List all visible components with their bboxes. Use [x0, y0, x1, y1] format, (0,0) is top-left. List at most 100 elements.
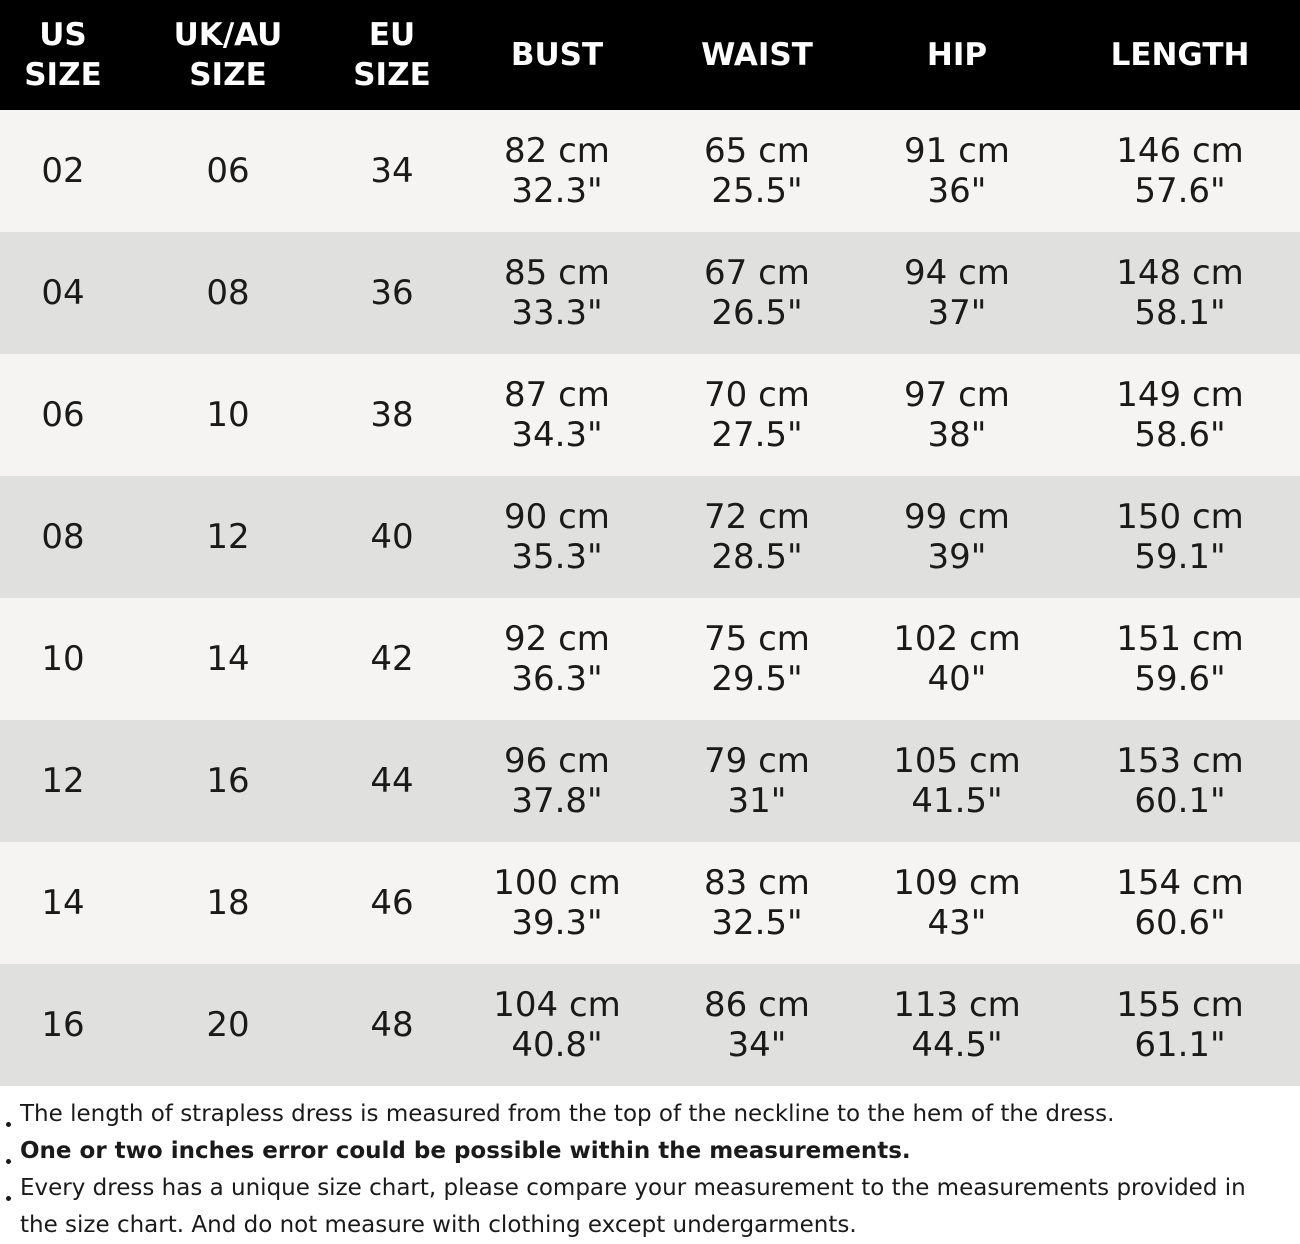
waist-cell: 79 cm 31"	[660, 720, 854, 842]
waist-cell-inches: 26.5"	[711, 293, 803, 333]
header-bust-label: BUST	[510, 37, 604, 73]
length-cell: 146 cm 57.6"	[1060, 110, 1300, 232]
uk-au-size-cell: 18	[206, 883, 250, 923]
length-cell-cm: 154 cm	[1116, 863, 1244, 903]
hip-cell-cm: 99 cm	[904, 497, 1010, 537]
waist-cell-cm: 86 cm	[704, 985, 810, 1025]
header-eu-size-line1: EU	[368, 17, 416, 53]
bust-cell-inches: 33.3"	[511, 293, 603, 333]
table-row: 12 16 44 96 cm 37.8" 79 cm 31" 105 cm 41.5" 153 c…	[0, 720, 1300, 842]
hip-cell-inches: 41.5"	[911, 781, 1003, 821]
us-size-cell: 02	[41, 151, 85, 191]
header-eu-size: EU SIZE	[330, 0, 454, 110]
waist-cell-inches: 31"	[727, 781, 787, 821]
length-cell-cm: 155 cm	[1116, 985, 1244, 1025]
header-length: LENGTH	[1060, 0, 1300, 110]
note-item: Every dress has a unique size chart, ple…	[0, 1170, 1290, 1244]
us-size-cell: 04	[41, 273, 85, 313]
waist-cell: 86 cm 34"	[660, 964, 854, 1086]
uk-au-size-cell: 10	[206, 395, 250, 435]
waist-cell-cm: 83 cm	[704, 863, 810, 903]
hip-cell-cm: 94 cm	[904, 253, 1010, 293]
table-row: 06 10 38 87 cm 34.3" 70 cm 27.5" 97 cm 38" 149 cm…	[0, 354, 1300, 476]
table-row: 10 14 42 92 cm 36.3" 75 cm 29.5" 102 cm 40" 151 c…	[0, 598, 1300, 720]
bust-cell-cm: 104 cm	[493, 985, 621, 1025]
eu-size-cell: 46	[370, 883, 414, 923]
length-cell: 149 cm 58.6"	[1060, 354, 1300, 476]
header-uk-au-size: UK/AU SIZE	[126, 0, 330, 110]
us-size-cell: 10	[41, 639, 85, 679]
length-cell: 154 cm 60.6"	[1060, 842, 1300, 964]
header-waist: WAIST	[660, 0, 854, 110]
waist-cell: 83 cm 32.5"	[660, 842, 854, 964]
length-cell-cm: 153 cm	[1116, 741, 1244, 781]
waist-cell-inches: 28.5"	[711, 537, 803, 577]
table-row: 16 20 48 104 cm 40.8" 86 cm 34" 113 cm 44.5" 155 …	[0, 964, 1300, 1086]
uk-au-size-cell: 16	[206, 761, 250, 801]
bust-cell-cm: 90 cm	[504, 497, 610, 537]
hip-cell: 102 cm 40"	[854, 598, 1060, 720]
bust-cell: 90 cm 35.3"	[454, 476, 660, 598]
hip-cell-inches: 36"	[927, 171, 987, 211]
table-row: 14 18 46 100 cm 39.3" 83 cm 32.5" 109 cm 43" 154 …	[0, 842, 1300, 964]
hip-cell-inches: 37"	[927, 293, 987, 333]
bust-cell-inches: 39.3"	[511, 903, 603, 943]
eu-size-cell: 44	[370, 761, 414, 801]
table-body: 02 06 34 82 cm 32.3" 65 cm 25.5" 91 cm 36" 146 cm…	[0, 110, 1300, 1086]
bust-cell-cm: 100 cm	[493, 863, 621, 903]
waist-cell: 65 cm 25.5"	[660, 110, 854, 232]
header-waist-label: WAIST	[701, 37, 813, 73]
size-chart-table: US SIZE UK/AU SIZE EU SIZE BUST WAIST HI…	[0, 0, 1300, 1086]
header-eu-size-line2: SIZE	[353, 57, 431, 93]
length-cell-inches: 60.6"	[1134, 903, 1226, 943]
waist-cell: 72 cm 28.5"	[660, 476, 854, 598]
bust-cell: 85 cm 33.3"	[454, 232, 660, 354]
hip-cell-inches: 39"	[927, 537, 987, 577]
header-hip: HIP	[854, 0, 1060, 110]
length-cell: 151 cm 59.6"	[1060, 598, 1300, 720]
waist-cell: 75 cm 29.5"	[660, 598, 854, 720]
table-row: 02 06 34 82 cm 32.3" 65 cm 25.5" 91 cm 36" 146 cm…	[0, 110, 1300, 232]
note-item: The length of strapless dress is measure…	[0, 1096, 1290, 1133]
waist-cell-inches: 34"	[727, 1025, 787, 1065]
eu-size-cell: 38	[370, 395, 414, 435]
bust-cell-inches: 36.3"	[511, 659, 603, 699]
hip-cell-inches: 43"	[927, 903, 987, 943]
us-size-cell: 12	[41, 761, 85, 801]
uk-au-size-cell: 14	[206, 639, 250, 679]
bust-cell-inches: 34.3"	[511, 415, 603, 455]
eu-size-cell: 36	[370, 273, 414, 313]
measurement-notes: The length of strapless dress is measure…	[0, 1096, 1290, 1244]
hip-cell: 97 cm 38"	[854, 354, 1060, 476]
header-hip-label: HIP	[926, 37, 988, 73]
hip-cell-inches: 38"	[927, 415, 987, 455]
header-us-size-line1: US	[39, 17, 87, 53]
bust-cell: 82 cm 32.3"	[454, 110, 660, 232]
hip-cell: 99 cm 39"	[854, 476, 1060, 598]
bust-cell-inches: 40.8"	[511, 1025, 603, 1065]
eu-size-cell: 40	[370, 517, 414, 557]
bust-cell-inches: 35.3"	[511, 537, 603, 577]
header-uk-au-size-line1: UK/AU	[173, 17, 283, 53]
hip-cell-cm: 97 cm	[904, 375, 1010, 415]
us-size-cell: 14	[41, 883, 85, 923]
header-length-label: LENGTH	[1110, 37, 1250, 73]
bust-cell-cm: 85 cm	[504, 253, 610, 293]
header-uk-au-size-line2: SIZE	[189, 57, 267, 93]
bust-cell: 87 cm 34.3"	[454, 354, 660, 476]
length-cell-inches: 60.1"	[1134, 781, 1226, 821]
length-cell-cm: 148 cm	[1116, 253, 1244, 293]
table-row: 04 08 36 85 cm 33.3" 67 cm 26.5" 94 cm 37" 148 cm…	[0, 232, 1300, 354]
hip-cell: 113 cm 44.5"	[854, 964, 1060, 1086]
waist-cell-cm: 79 cm	[704, 741, 810, 781]
bust-cell-inches: 32.3"	[511, 171, 603, 211]
hip-cell-inches: 40"	[927, 659, 987, 699]
table-row: 08 12 40 90 cm 35.3" 72 cm 28.5" 99 cm 39" 150 cm…	[0, 476, 1300, 598]
bust-cell-inches: 37.8"	[511, 781, 603, 821]
waist-cell-cm: 67 cm	[704, 253, 810, 293]
bust-cell-cm: 87 cm	[504, 375, 610, 415]
uk-au-size-cell: 12	[206, 517, 250, 557]
header-bust: BUST	[454, 0, 660, 110]
bust-cell-cm: 96 cm	[504, 741, 610, 781]
hip-cell: 105 cm 41.5"	[854, 720, 1060, 842]
